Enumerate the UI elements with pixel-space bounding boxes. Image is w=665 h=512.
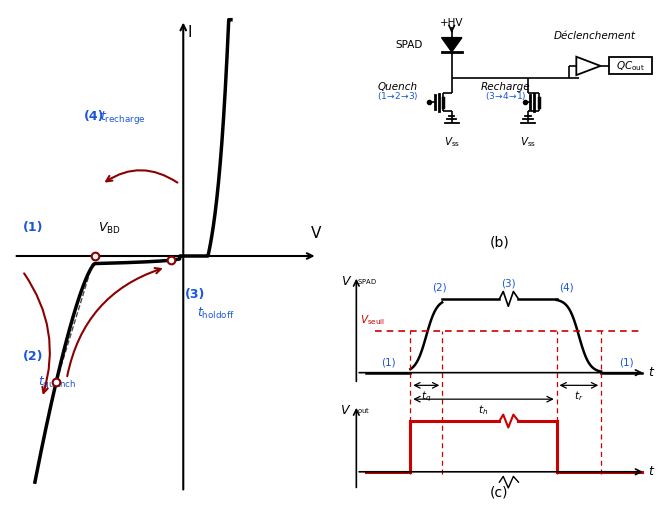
Text: $t_{\mathrm{recharge}}$: $t_{\mathrm{recharge}}$ (100, 109, 146, 126)
Text: $V_{\mathrm{ss}}$: $V_{\mathrm{ss}}$ (520, 135, 536, 148)
Text: +HV: +HV (440, 17, 464, 28)
Text: (1): (1) (381, 358, 396, 368)
Text: $(1\!\to\!2\!\to\!3)$: $(1\!\to\!2\!\to\!3)$ (377, 90, 418, 101)
Text: $V$: $V$ (340, 404, 351, 417)
Text: $V_{\mathrm{ss}}$: $V_{\mathrm{ss}}$ (444, 135, 460, 148)
Text: $V_{\mathrm{seuil}}$: $V_{\mathrm{seuil}}$ (360, 313, 385, 327)
Text: V: V (311, 226, 321, 241)
Text: (1): (1) (619, 358, 634, 368)
Polygon shape (442, 37, 462, 52)
Text: (b): (b) (489, 236, 509, 250)
Text: $QC_{\mathrm{out}}$: $QC_{\mathrm{out}}$ (616, 59, 645, 73)
Text: (4): (4) (84, 110, 105, 123)
Text: SPAD: SPAD (396, 40, 423, 50)
Text: $t_q$: $t_q$ (421, 390, 432, 404)
Text: $t_{\mathrm{quench}}$: $t_{\mathrm{quench}}$ (39, 374, 77, 391)
Text: t: t (648, 366, 653, 379)
Text: (c): (c) (490, 486, 509, 500)
Text: $t_h$: $t_h$ (478, 403, 489, 417)
Text: (2): (2) (23, 350, 43, 363)
Text: t: t (648, 465, 653, 478)
Text: I: I (188, 26, 192, 40)
Text: (2): (2) (432, 283, 446, 293)
Text: $_{\mathrm{SPAD}}$: $_{\mathrm{SPAD}}$ (357, 276, 377, 287)
Text: $t_r$: $t_r$ (574, 390, 584, 403)
Text: (4): (4) (559, 283, 573, 293)
Text: $V$: $V$ (340, 275, 352, 288)
Text: (3): (3) (501, 278, 516, 288)
Text: Recharge: Recharge (481, 82, 531, 92)
Text: $(3\!\to\!4\!\to\!1)$: $(3\!\to\!4\!\to\!1)$ (485, 90, 527, 101)
Text: Quench: Quench (378, 82, 418, 92)
Text: (1): (1) (23, 221, 43, 234)
Text: $_{\mathrm{out}}$: $_{\mathrm{out}}$ (357, 406, 370, 416)
Text: Déclenchement: Déclenchement (554, 31, 636, 41)
Text: (3): (3) (185, 288, 205, 301)
Text: $V_{\mathrm{BD}}$: $V_{\mathrm{BD}}$ (98, 221, 121, 236)
Text: $t_{\mathrm{holdoff}}$: $t_{\mathrm{holdoff}}$ (198, 306, 235, 321)
